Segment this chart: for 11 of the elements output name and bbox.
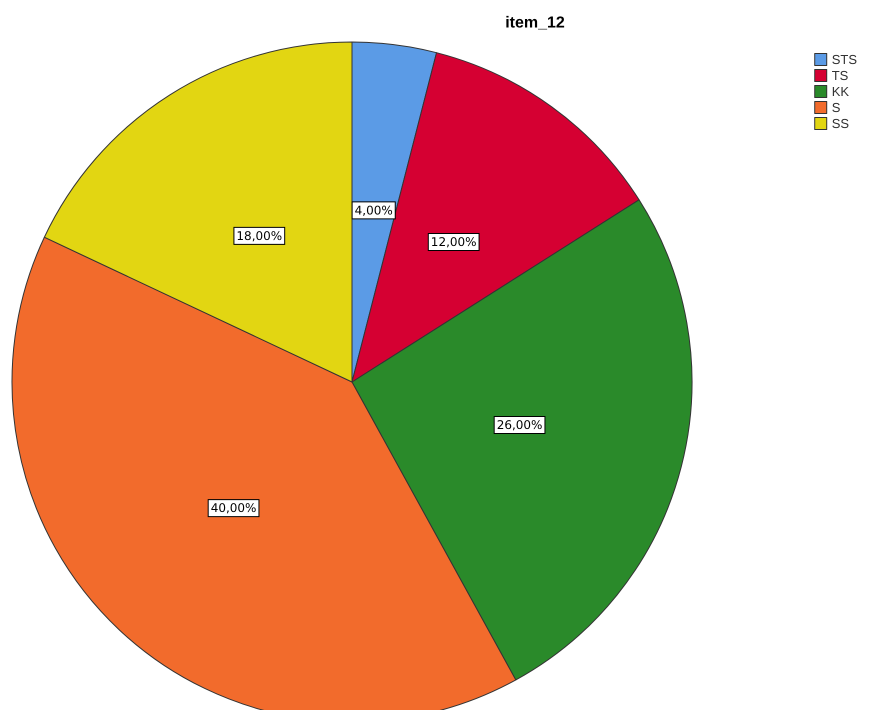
legend-label: S bbox=[832, 100, 841, 115]
legend-label: STS bbox=[832, 52, 858, 67]
data-label: 12,00% bbox=[430, 235, 477, 250]
data-label: 4,00% bbox=[354, 203, 393, 218]
data-label: 18,00% bbox=[236, 228, 282, 243]
data-label: 40,00% bbox=[210, 501, 256, 516]
data-label: 26,00% bbox=[496, 418, 542, 432]
chart-title: item_12 bbox=[505, 14, 565, 32]
legend-label: TS bbox=[832, 68, 849, 83]
legend-label: KK bbox=[832, 84, 850, 99]
legend-label: SS bbox=[832, 116, 850, 131]
